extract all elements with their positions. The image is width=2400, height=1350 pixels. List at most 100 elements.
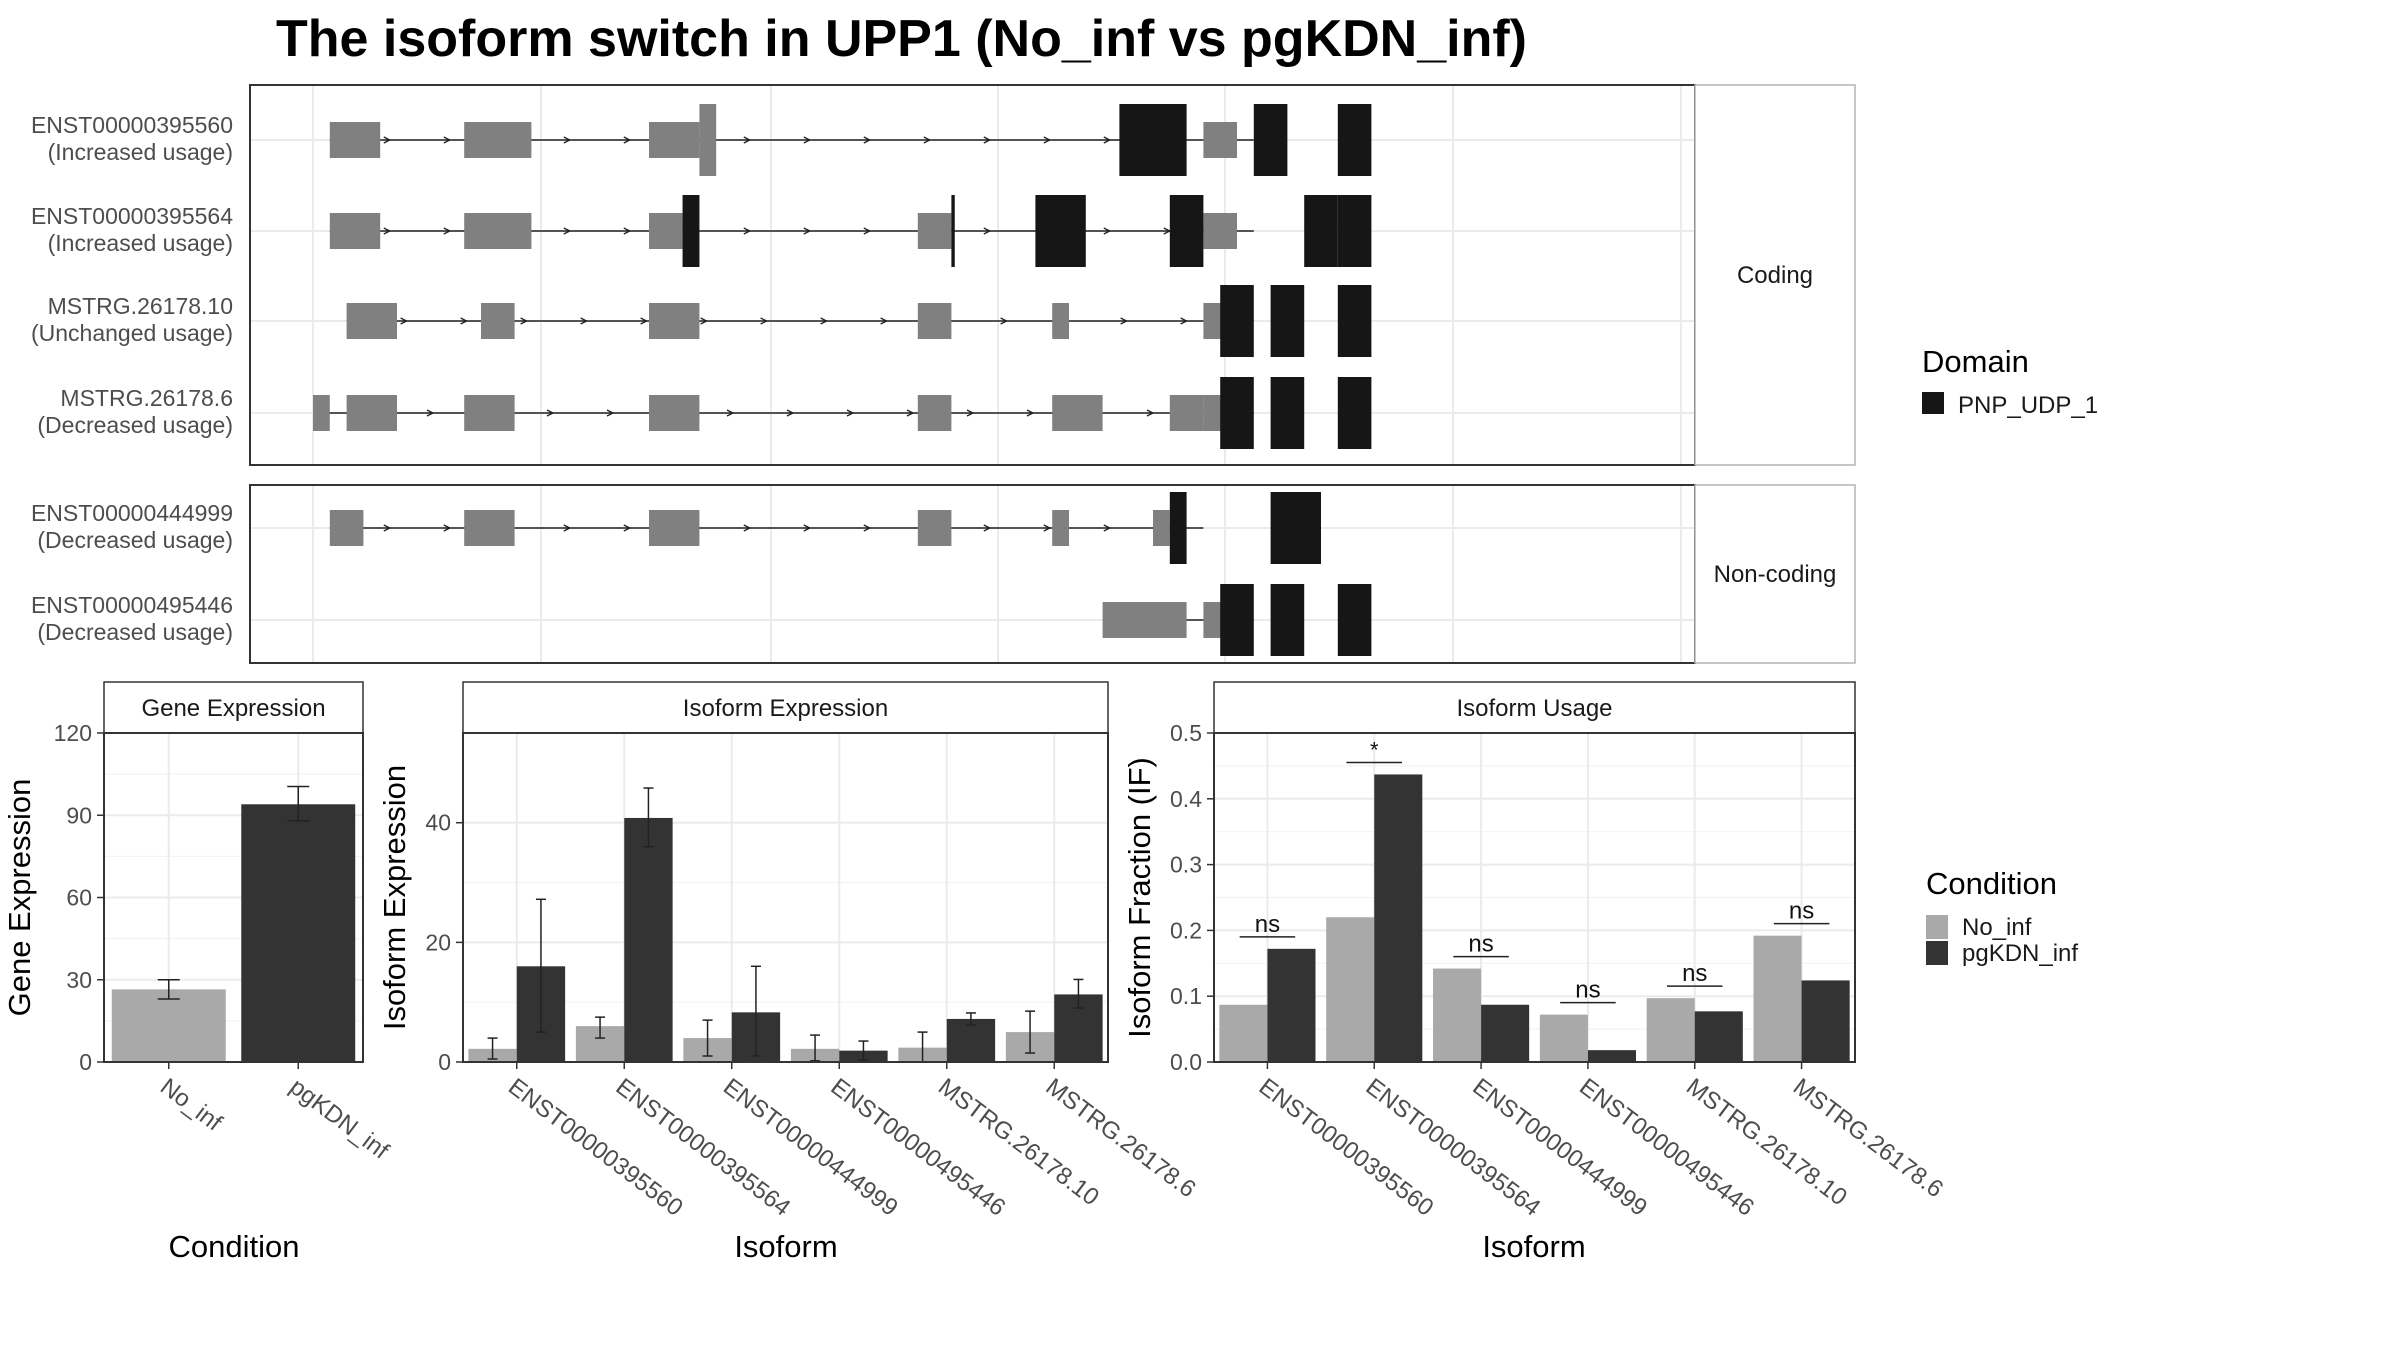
transcript-usage-status: (Increased usage) (48, 139, 233, 165)
direction-arrow (1043, 524, 1052, 532)
bar-pgKDN_inf-ENST00000395560 (1267, 948, 1316, 1062)
x-axis-title: Isoform (734, 1229, 837, 1264)
transcript-usage-status: (Decreased usage) (37, 527, 233, 553)
direction-arrow (606, 409, 615, 417)
transcript-row: MSTRG.26178.10(Unchanged usage) (31, 285, 1372, 357)
bar-No_inf-ENST00000444999 (1433, 968, 1482, 1062)
transcript-row: MSTRG.26178.6(Decreased usage) (37, 377, 1372, 449)
x-tick-label: ENST00000395564 (611, 1073, 796, 1221)
direction-arrow (623, 524, 632, 532)
condition-legend-label: pgKDN_inf (1962, 940, 2078, 967)
error-bar (810, 1034, 821, 1062)
direction-arrow (803, 524, 812, 532)
condition-legend-swatch (1926, 941, 1948, 965)
plot-border (462, 732, 1109, 1063)
direction-arrow (983, 524, 992, 532)
y-tick-label: 0.2 (1170, 917, 1202, 943)
direction-arrow (863, 227, 872, 235)
domain-exon (1270, 492, 1321, 564)
domain-exon (1035, 195, 1086, 267)
chart-gene-expression: Gene Expression 0 30 60 90 120 No_inf pgKDN_inf… (2, 681, 394, 1264)
transcript-id: ENST00000495446 (31, 592, 233, 618)
bar-pgKDN_inf-ENST00000495446 (1587, 1050, 1636, 1062)
utr-exon (649, 122, 700, 158)
direction-arrow (983, 227, 992, 235)
transcript-id: MSTRG.26178.6 (60, 385, 233, 411)
utr-exon (1203, 122, 1237, 158)
panel-title: Isoform Expression (683, 695, 888, 722)
direction-arrow (443, 524, 452, 532)
bar-No_inf-ENST00000395560 (1219, 1004, 1268, 1062)
facet-strip (1694, 484, 1856, 664)
direction-arrow (1000, 317, 1009, 325)
domain-exon (1169, 492, 1187, 564)
direction-arrow (640, 317, 649, 325)
transcript-row: ENST00000395564(Increased usage) (31, 195, 1372, 267)
direction-arrow (1180, 317, 1189, 325)
direction-arrow (1103, 227, 1112, 235)
domain-exon (1220, 584, 1254, 656)
direction-arrow (563, 524, 572, 532)
x-tick-label: ENST00000444999 (718, 1073, 903, 1221)
direction-arrow (1120, 317, 1129, 325)
panel-title: Isoform Usage (1456, 695, 1612, 722)
transcript-id: ENST00000395560 (31, 112, 233, 138)
utr-exon (1203, 213, 1237, 249)
direction-arrow (580, 317, 589, 325)
x-axis-title: Isoform (1482, 1229, 1585, 1264)
domain-exon (1270, 285, 1305, 357)
transcript-row: ENST00000395560(Increased usage) (31, 104, 1372, 176)
utr-exon (464, 122, 532, 158)
y-axis-title: Isoform Fraction (IF) (1122, 757, 1157, 1038)
y-tick-label: 60 (66, 885, 92, 911)
x-axis-title: Condition (169, 1229, 300, 1264)
x-tick-label: ENST00000395560 (503, 1073, 688, 1221)
bar-pgKDN_inf-ENST00000395564 (624, 817, 673, 1062)
bar-pgKDN_inf-ENST00000395564 (1374, 774, 1423, 1062)
bar-pgKDN_inf-MSTRG.26178.10 (946, 1018, 996, 1062)
domain-exon (1253, 104, 1288, 176)
significance-label: ns (1789, 898, 1814, 925)
transcript-usage-status: (Unchanged usage) (31, 320, 233, 346)
x-tick-label: ENST00000395564 (1361, 1073, 1546, 1221)
error-bar (1025, 1010, 1036, 1054)
direction-arrow (563, 227, 572, 235)
domain-exon (1337, 377, 1372, 449)
utr-exon (917, 303, 952, 339)
domain-legend-label: PNP_UDP_1 (1958, 392, 2098, 419)
domain-exon (1220, 285, 1254, 357)
y-tick-label: 120 (54, 720, 92, 746)
utr-exon (1052, 395, 1103, 431)
utr-exon (649, 303, 700, 339)
direction-arrow (383, 524, 392, 532)
utr-exon (481, 303, 515, 339)
transcript-id: ENST00000395564 (31, 203, 233, 229)
expression-charts: Gene Expression 0 30 60 90 120 No_inf pgKDN_inf… (2, 681, 1948, 1264)
panel-strip (103, 681, 364, 734)
facet-strip (1694, 84, 1856, 466)
direction-arrow (546, 409, 555, 417)
panel-title: Gene Expression (141, 695, 325, 722)
direction-arrow (923, 136, 932, 144)
y-tick-label: 20 (425, 929, 451, 955)
utr-exon (464, 510, 515, 546)
direction-arrow (863, 136, 872, 144)
direction-arrow (563, 136, 572, 144)
direction-arrow (786, 409, 795, 417)
domain-exon (1270, 584, 1305, 656)
y-tick-label: 0.1 (1170, 983, 1202, 1009)
direction-arrow (983, 136, 992, 144)
bar-No_inf-MSTRG.26178.10 (1646, 998, 1695, 1062)
y-tick-label: 0 (79, 1049, 92, 1075)
figure-title: The isoform switch in UPP1 (No_inf vs pg… (276, 10, 1527, 68)
cds-exon (699, 104, 717, 176)
direction-arrow (520, 317, 529, 325)
domain-exon (1337, 104, 1372, 176)
chart-isoform-usage: Isoform Usage ns * ns ns ns ns 0.0 0.1 0.2 0.3 0.4 0… (1122, 681, 1948, 1264)
significance-label: * (1370, 737, 1379, 762)
y-tick-label: 0.3 (1170, 852, 1202, 878)
